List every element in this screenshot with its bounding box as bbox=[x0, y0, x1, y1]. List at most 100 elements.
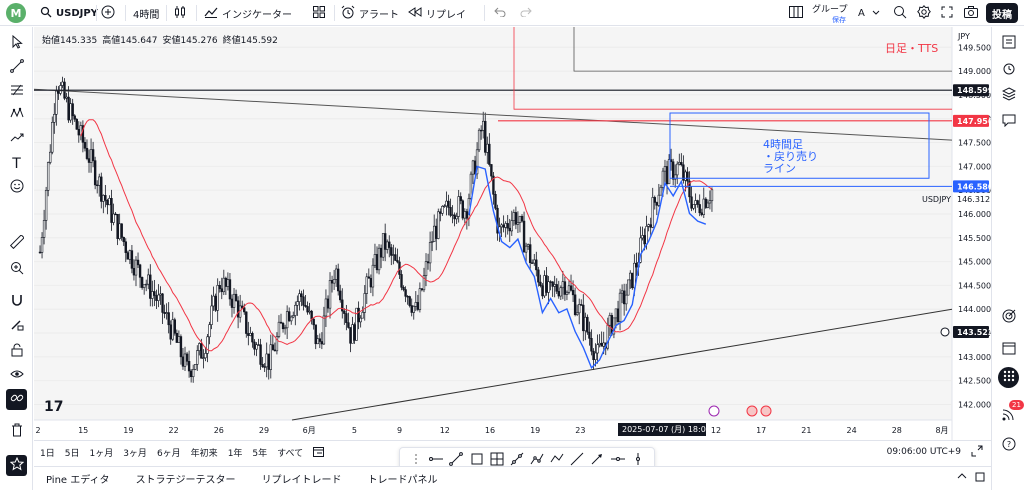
calendar-button[interactable] bbox=[998, 339, 1019, 360]
candle-body bbox=[461, 200, 464, 219]
polyline-icon[interactable] bbox=[548, 450, 566, 468]
user-avatar[interactable]: M bbox=[6, 3, 26, 23]
tab-strategy-tester[interactable]: ストラテジーテスター bbox=[135, 475, 236, 486]
drag-handle-icon[interactable] bbox=[407, 450, 425, 468]
tradingview-logo[interactable]: 17 bbox=[44, 399, 64, 415]
range-6m[interactable]: 6ヶ月 bbox=[156, 449, 181, 459]
goto-date-button[interactable] bbox=[313, 446, 325, 461]
candle-body bbox=[414, 302, 418, 307]
extended-line-icon[interactable] bbox=[508, 450, 526, 468]
crossline-icon[interactable] bbox=[488, 450, 506, 468]
candle-body bbox=[502, 224, 505, 228]
alias-button[interactable]: A bbox=[858, 4, 865, 22]
tab-replay-trade[interactable]: リプレイトレード bbox=[261, 475, 342, 486]
object-tree-button[interactable] bbox=[998, 85, 1019, 106]
notifications-button[interactable]: 21 bbox=[998, 400, 1024, 426]
rectangle-icon[interactable] bbox=[468, 450, 486, 468]
chart-pane[interactable]: 149.500149.000148.500148.000147.500147.0… bbox=[34, 27, 991, 440]
candle-body bbox=[441, 206, 444, 214]
candle-body bbox=[361, 312, 364, 319]
indicators-button[interactable]: インジケーター bbox=[204, 4, 292, 22]
fib-tool[interactable] bbox=[6, 81, 27, 102]
symbol-search[interactable]: USDJPY bbox=[40, 4, 98, 22]
chart-type-button[interactable] bbox=[174, 4, 186, 22]
post-button[interactable]: 投稿 bbox=[986, 3, 1018, 23]
settings-button[interactable] bbox=[917, 4, 931, 22]
adjust-button[interactable] bbox=[971, 445, 983, 460]
apps-button[interactable] bbox=[998, 367, 1019, 388]
maximize-panel-button[interactable] bbox=[975, 472, 985, 485]
red-bracket bbox=[513, 27, 952, 110]
candle-body bbox=[51, 121, 54, 153]
candle-body bbox=[263, 366, 266, 368]
note-line: 4時間足 bbox=[763, 138, 803, 151]
zoom-tool[interactable] bbox=[6, 259, 27, 280]
trendline-tool[interactable] bbox=[6, 57, 27, 78]
cursor-tool[interactable] bbox=[6, 33, 27, 54]
candle-body bbox=[355, 307, 358, 341]
watchlist-button[interactable] bbox=[998, 33, 1019, 54]
stay-drawing-tool[interactable] bbox=[6, 315, 27, 336]
vertical-line-icon[interactable] bbox=[629, 450, 647, 468]
layout-setup-button[interactable] bbox=[789, 4, 803, 22]
lock-drawings-tool[interactable] bbox=[6, 341, 27, 362]
range-1y[interactable]: 1年 bbox=[227, 449, 243, 459]
sync-drawings-tool[interactable] bbox=[6, 389, 27, 410]
horizontal-line-icon[interactable] bbox=[609, 450, 627, 468]
chart-annotation-note[interactable]: 4時間足 ・戻り売り ライン bbox=[763, 139, 818, 175]
layouts-button[interactable] bbox=[313, 4, 325, 22]
range-5y[interactable]: 5年 bbox=[252, 449, 268, 459]
text-tool[interactable]: T bbox=[6, 153, 27, 174]
favorites-tool[interactable] bbox=[6, 455, 27, 476]
candle-body bbox=[584, 316, 587, 332]
candle-body bbox=[77, 128, 81, 136]
ideas-button[interactable] bbox=[998, 307, 1019, 328]
chart-annotation-title[interactable]: 日足・TTS bbox=[885, 42, 939, 55]
horizontal-ray-icon[interactable] bbox=[427, 450, 445, 468]
range-1m[interactable]: 1ヶ月 bbox=[89, 449, 114, 459]
arrow-marker-icon[interactable] bbox=[588, 450, 606, 468]
add-symbol-button[interactable] bbox=[101, 4, 115, 22]
range-1d[interactable]: 1日 bbox=[40, 449, 55, 459]
candle-body bbox=[165, 312, 168, 314]
prediction-tool[interactable] bbox=[6, 129, 27, 150]
collapse-panel-button[interactable] bbox=[957, 472, 967, 483]
interval-button[interactable]: 4時間 bbox=[133, 4, 159, 22]
hide-drawings-tool[interactable] bbox=[6, 365, 27, 386]
range-ytd[interactable]: 年初来 bbox=[190, 449, 218, 459]
bottom-panel-tabs: Pine エディタ ストラテジーテスター リプレイトレード トレードパネル bbox=[34, 466, 991, 490]
group-button[interactable]: グループ 保存 bbox=[812, 2, 847, 24]
candle-body bbox=[553, 284, 556, 287]
alert-button[interactable]: アラート bbox=[341, 4, 399, 22]
remove-drawings-tool[interactable] bbox=[6, 421, 27, 442]
alerts-button[interactable] bbox=[998, 59, 1019, 80]
timezone-clock[interactable]: 09:06:00 UTC+9 bbox=[886, 447, 961, 457]
candle-body bbox=[204, 353, 207, 359]
fullscreen-button[interactable] bbox=[941, 4, 953, 22]
snapshot-button[interactable] bbox=[964, 4, 978, 22]
range-all[interactable]: すべて bbox=[277, 449, 304, 459]
redo-button[interactable] bbox=[520, 4, 532, 22]
range-5d[interactable]: 5日 bbox=[64, 449, 80, 459]
help-button[interactable]: ? bbox=[998, 435, 1019, 456]
tab-pine-editor[interactable]: Pine エディタ bbox=[46, 475, 110, 486]
undo-button[interactable] bbox=[494, 4, 506, 22]
quick-search-button[interactable] bbox=[893, 4, 907, 22]
chat-button[interactable] bbox=[998, 111, 1019, 132]
range-3m[interactable]: 3ヶ月 bbox=[123, 449, 147, 459]
candle-body bbox=[406, 295, 409, 298]
replay-button[interactable]: リプレイ bbox=[408, 4, 466, 22]
trend-line-icon[interactable] bbox=[447, 450, 465, 468]
candle-body bbox=[702, 198, 705, 215]
plot-background bbox=[34, 27, 952, 420]
ray-icon[interactable] bbox=[568, 450, 586, 468]
emoji-tool[interactable] bbox=[6, 177, 27, 198]
path-icon[interactable] bbox=[528, 450, 546, 468]
layout-menu-button[interactable] bbox=[872, 4, 880, 22]
tab-trade-panel[interactable]: トレードパネル bbox=[367, 475, 438, 486]
candle-body bbox=[457, 196, 460, 217]
price-chart[interactable]: 149.500149.000148.500148.000147.500147.0… bbox=[34, 27, 991, 440]
ruler-tool[interactable] bbox=[6, 233, 27, 254]
magnet-tool[interactable] bbox=[6, 291, 27, 312]
pattern-tool[interactable] bbox=[6, 105, 27, 126]
